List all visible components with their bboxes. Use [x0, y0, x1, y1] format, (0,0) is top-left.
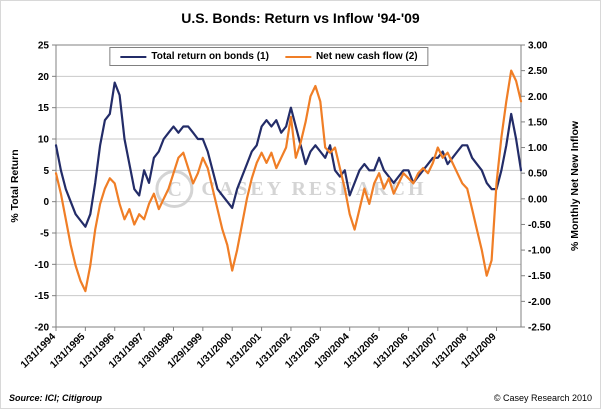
legend-item-cash-flow: Net new cash flow (2)	[284, 51, 418, 62]
left-axis-tick-label: 10	[38, 135, 50, 146]
left-axis-tick-label: 25	[38, 41, 50, 52]
right-axis-tick-label: -2.50	[528, 323, 551, 334]
left-axis-tick-label: 20	[38, 72, 50, 83]
right-axis-title: % Monthly Net New Inflow	[569, 120, 581, 252]
plot-border	[55, 44, 522, 328]
copyright-note: © Casey Research 2010	[493, 393, 592, 403]
legend-item-total-return: Total return on bonds (1)	[120, 51, 269, 62]
left-axis-tick-label: 5	[43, 166, 49, 177]
series-line-0	[54, 81, 523, 228]
right-axis-tick-label: -1.50	[528, 271, 551, 282]
legend-line-total-return	[120, 55, 147, 58]
right-axis-tick-label: 3.00	[528, 41, 548, 52]
series-line-1	[54, 69, 523, 293]
source-note: Source: ICI; Citigroup	[9, 393, 102, 403]
chart-legend: Total return on bonds (1) Net new cash f…	[109, 47, 429, 66]
left-axis-tick-label: 0	[43, 197, 49, 208]
right-axis-tick-label: 2.00	[528, 92, 548, 103]
legend-label-cash-flow: Net new cash flow (2)	[315, 51, 418, 62]
left-axis-tick-label: -10	[35, 260, 50, 271]
legend-line-cash-flow	[284, 55, 311, 58]
right-axis-tick-label: 0.00	[528, 194, 548, 205]
right-axis-tick-label: -0.50	[528, 220, 551, 231]
left-axis-tick-label: 15	[38, 103, 50, 114]
legend-label-total-return: Total return on bonds (1)	[151, 51, 269, 62]
right-axis-tick-label: -1.00	[528, 246, 551, 257]
right-axis-tick-label: 1.50	[528, 117, 548, 128]
right-axis-tick-label: 2.50	[528, 66, 548, 77]
right-axis-tick-label: 1.00	[528, 143, 548, 154]
left-axis-tick-label: -20	[35, 323, 50, 334]
right-axis-tick-label: -2.00	[528, 297, 551, 308]
watermark-text: CASEY RESEARCH	[201, 177, 427, 200]
right-axis-tick-label: 0.50	[528, 169, 548, 180]
left-axis-tick-label: -5	[40, 229, 49, 240]
left-axis-title: % Total Return	[9, 149, 21, 223]
left-axis-tick-label: -15	[35, 291, 50, 302]
chart-title: U.S. Bonds: Return vs Inflow '94-'09	[181, 10, 420, 26]
watermark: C CASEY RESEARCH	[155, 170, 426, 208]
